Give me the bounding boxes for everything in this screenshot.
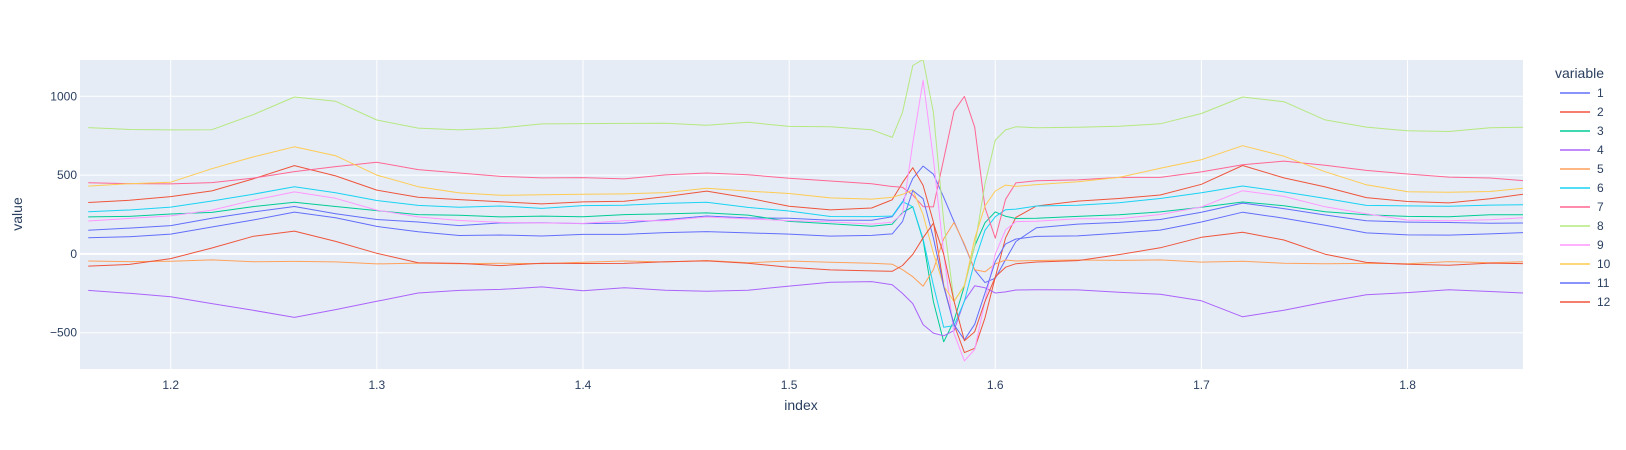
series-line-7 [88, 95, 1523, 239]
legend-label-12[interactable]: 12 [1597, 295, 1611, 309]
series-lines [88, 60, 1523, 362]
grid-lines [80, 60, 1523, 369]
y-tick-label: 1000 [50, 89, 77, 103]
legend-label-3[interactable]: 3 [1597, 124, 1604, 138]
legend-label-11[interactable]: 11 [1597, 276, 1610, 290]
x-tick-label: 1.5 [781, 378, 798, 392]
x-tick-label: 1.8 [1399, 378, 1416, 392]
series-line-10 [88, 145, 1523, 302]
x-tick-label: 1.7 [1193, 378, 1210, 392]
x-tick-label: 1.6 [987, 378, 1004, 392]
series-line-4 [88, 281, 1523, 337]
series-line-2 [88, 165, 1523, 354]
legend-label-1[interactable]: 1 [1597, 86, 1604, 100]
series-line-11 [88, 190, 1523, 341]
legend-title: variable [1555, 65, 1604, 81]
legend-label-8[interactable]: 8 [1597, 219, 1604, 233]
legend-label-7[interactable]: 7 [1597, 200, 1604, 214]
legend-label-6[interactable]: 6 [1597, 181, 1604, 195]
legend-label-2[interactable]: 2 [1597, 105, 1604, 119]
x-tick-label: 1.4 [575, 378, 592, 392]
series-line-9 [88, 79, 1523, 362]
legend-label-10[interactable]: 10 [1597, 257, 1611, 271]
y-tick-label: −500 [50, 326, 77, 340]
x-tick-label: 1.2 [162, 378, 179, 392]
plot-background [80, 60, 1523, 369]
legend-label-9[interactable]: 9 [1597, 238, 1604, 252]
legend-label-4[interactable]: 4 [1597, 143, 1604, 157]
legend-label-5[interactable]: 5 [1597, 162, 1604, 176]
series-line-1 [88, 165, 1523, 284]
y-axis-ticks: −500 0 500 1000 [50, 89, 77, 339]
y-axis-title: value [9, 197, 25, 231]
x-axis-ticks: 1.2 1.3 1.4 1.5 1.6 1.7 1.8 [162, 378, 1416, 392]
x-axis-title: index [784, 397, 817, 413]
y-tick-label: 500 [57, 168, 77, 182]
y-tick-label: 0 [70, 247, 77, 261]
series-line-12 [88, 222, 1523, 342]
series-line-8 [88, 60, 1523, 302]
x-tick-label: 1.3 [369, 378, 386, 392]
series-line-5 [88, 222, 1523, 287]
series-line-6 [88, 185, 1523, 328]
